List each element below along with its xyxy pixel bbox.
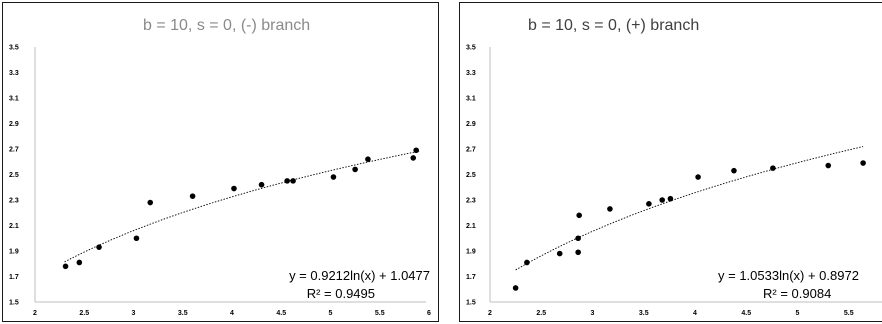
y-tick-label: 2.1 [9,223,19,230]
data-point [576,212,582,219]
data-point [659,197,665,203]
x-tick-label: 4.5 [741,310,751,317]
y-tick-label: 3.5 [466,45,476,52]
x-tick-label: 3 [132,310,136,317]
x-tick-label: 2.5 [536,310,546,317]
data-point [575,249,581,256]
trendline-equation: y = 1.0533ln(x) + 0.8972 [718,268,859,283]
x-tick-label: 3.5 [178,310,188,317]
x-tick-label: 2 [33,310,37,317]
plot-area: 1.5 1.7 1.9 2.1 2.3 2.5 2.7 2.9 3.1 3.3 3.5 2 2.5 3 3.… [466,45,882,317]
data-point [410,155,417,161]
data-point [96,244,102,250]
y-tick-label: 1.5 [9,300,19,307]
chart-title: b = 10, s = 0, (-) branch [143,17,311,34]
trendline-equation: y = 0.9212ln(x) + 1.0477 [289,268,430,283]
data-point [524,259,530,266]
y-tick-label: 2.3 [9,198,19,205]
y-tick-label: 2.1 [466,223,476,230]
chart-left: b = 10, s = 0, (-) branch 1.5 1.7 1.9 2.1 2.… [2,2,439,322]
y-tick-label: 3.3 [466,70,476,77]
y-tick-label: 3.1 [9,96,19,103]
x-tick-label: 5.5 [844,310,854,317]
data-point [770,165,776,171]
r-squared-label: R² = 0.9495 [306,286,375,301]
data-point [189,193,196,199]
data-point [413,147,419,154]
y-tick-label: 2.7 [9,147,19,154]
y-tick-label: 2.9 [466,121,476,128]
data-point [512,285,519,291]
y-tick-label: 3.1 [466,96,476,103]
y-tick-label: 1.7 [9,274,19,281]
x-tick-label: 4 [693,310,697,317]
y-tick-label: 3.5 [9,45,19,52]
y-tick-label: 3.3 [9,70,19,77]
y-tick-label: 1.7 [466,274,476,281]
data-point [147,199,154,206]
data-point [258,181,265,188]
trendline [515,146,864,271]
data-point [76,259,83,266]
y-tick-label: 2.9 [9,121,19,128]
data-point [231,185,237,192]
x-tick-label: 3 [591,310,595,317]
chart-right: b = 10, s = 0, (+) branch 1.5 1.7 1.9 2.1 2.… [459,2,882,322]
x-tick-label: 3.5 [639,310,649,317]
data-point [133,235,140,242]
x-tick-label: 5 [329,310,333,317]
y-tick-label: 2.5 [466,172,476,179]
data-point [667,195,674,202]
data-point [330,174,337,180]
x-tick-label: 5.5 [375,310,385,317]
y-tick-label: 2.5 [9,172,19,179]
y-tick-label: 1.9 [9,249,19,256]
r-squared-label: R² = 0.9084 [763,286,832,301]
data-point [575,235,581,242]
data-point [731,167,737,174]
chart-title: b = 10, s = 0, (+) branch [528,17,700,34]
x-tick-label: 4.5 [276,310,286,317]
data-point [284,178,290,184]
x-tick-label: 2 [488,310,492,317]
data-point [365,156,371,162]
data-point [352,166,358,173]
data-point [646,201,652,207]
y-tick-label: 1.5 [466,300,476,307]
data-point [825,162,832,169]
plot-area: 1.5 1.7 1.9 2.1 2.3 2.5 2.7 2.9 3.1 3.3 3.5 2 2.5 3 3.… [9,45,431,318]
x-tick-label: 6 [427,310,431,317]
x-tick-label: 4 [230,310,234,317]
y-tick-label: 1.9 [466,249,476,256]
x-tick-label: 2.5 [79,310,89,317]
data-point [607,206,613,212]
y-tick-label: 2.3 [466,198,476,205]
data-point [62,263,69,270]
data-point [860,160,866,166]
trendline [64,150,420,263]
x-tick-label: 5 [796,310,800,317]
data-point [556,250,563,257]
data-point [290,178,296,184]
data-point [695,174,701,180]
y-tick-label: 2.7 [466,147,476,154]
